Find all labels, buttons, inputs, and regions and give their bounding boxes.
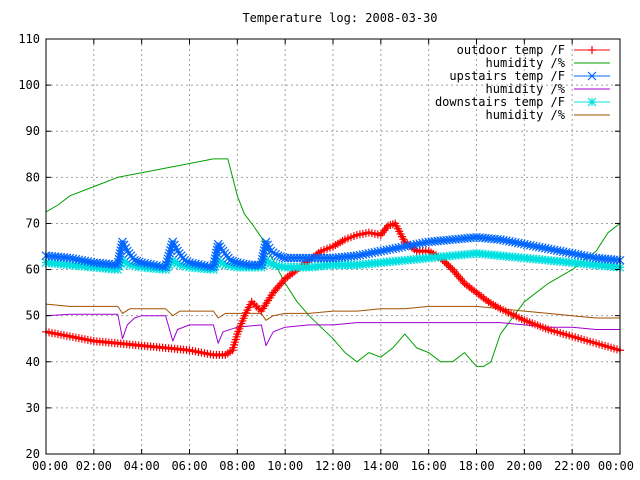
series-lines [41, 158, 625, 367]
x-tick-label: 04:00 [124, 459, 160, 473]
x-tick-label: 18:00 [458, 459, 494, 473]
y-tick-label: 30 [26, 401, 40, 415]
y-tick-label: 40 [26, 355, 40, 369]
series-5 [45, 303, 620, 321]
legend-label: humidity /% [486, 56, 566, 70]
x-tick-label: 10:00 [267, 459, 303, 473]
series-3 [45, 313, 620, 347]
series-line [45, 303, 620, 321]
legend-label: upstairs temp /F [449, 69, 565, 83]
legend-label: humidity /% [486, 82, 566, 96]
series-line [45, 313, 620, 347]
legend-label: downstairs temp /F [435, 95, 565, 109]
legend-marker [587, 71, 597, 81]
y-tick-label: 100 [18, 78, 40, 92]
y-tick-label: 50 [26, 309, 40, 323]
y-tick-label: 70 [26, 216, 40, 230]
y-tick-label: 90 [26, 124, 40, 138]
legend-marker [588, 46, 596, 54]
x-tick-label: 08:00 [219, 459, 255, 473]
x-tick-label: 06:00 [171, 459, 207, 473]
x-tick-label: 00:00 [32, 459, 68, 473]
x-tick-label: 22:00 [554, 459, 590, 473]
y-tick-label: 20 [26, 447, 40, 461]
y-tick-label: 80 [26, 170, 40, 184]
y-tick-label: 60 [26, 263, 40, 277]
x-tick-label: 20:00 [506, 459, 542, 473]
series-line [45, 158, 621, 367]
series-4 [41, 248, 625, 274]
axis-ticks: 20 30 40 50 60 70 80 90 100 110 00:00 02:00 04:00 06:… [18, 32, 634, 473]
x-tick-label: 14:00 [363, 459, 399, 473]
x-tick-label: 00:00 [598, 459, 634, 473]
legend-label: outdoor temp /F [457, 43, 565, 57]
x-tick-label: 16:00 [411, 459, 447, 473]
chart-title: Temperature log: 2008-03-30 [242, 11, 437, 25]
x-tick-label: 12:00 [315, 459, 351, 473]
legend-marker [587, 97, 597, 107]
series-1 [45, 158, 621, 367]
x-tick-label: 02:00 [76, 459, 112, 473]
legend-label: humidity /% [486, 108, 566, 122]
y-tick-label: 110 [18, 32, 40, 46]
